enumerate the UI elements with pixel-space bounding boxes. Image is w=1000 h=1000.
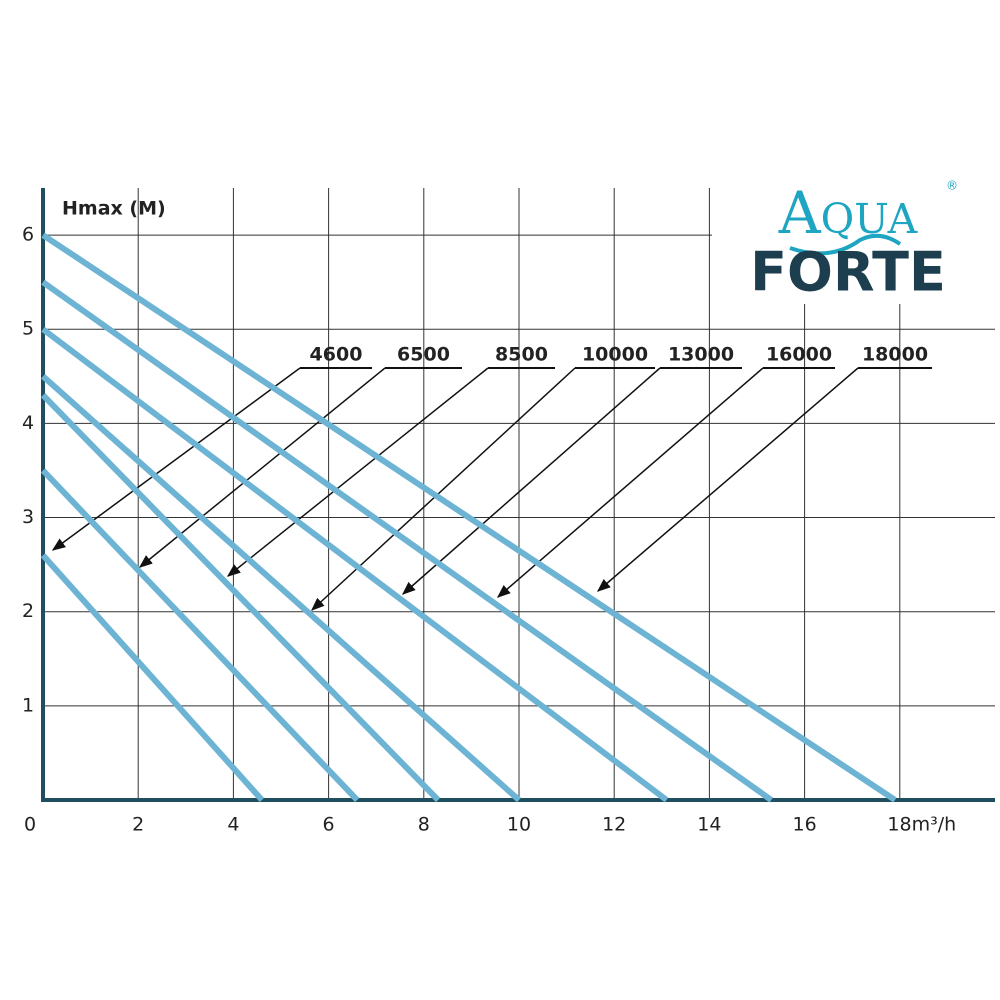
y-tick-label: 3	[22, 506, 34, 528]
x-tick-label: 6	[323, 814, 335, 836]
series-line	[40, 468, 360, 803]
label-arrow	[311, 367, 576, 611]
logo-bottom: FORTE	[750, 241, 946, 304]
legend-label: 18000	[862, 344, 928, 366]
series-line	[40, 553, 265, 803]
series-line	[41, 232, 897, 803]
legend-label: 13000	[668, 344, 734, 366]
legend-label: 6500	[397, 344, 450, 366]
x-tick-label: 8	[418, 814, 430, 836]
y-tick-label: 6	[22, 224, 34, 246]
legend-label: 8500	[495, 344, 548, 366]
label-arrow	[226, 367, 489, 577]
x-tick-label: 10	[507, 814, 531, 836]
logo-mark: ®	[946, 179, 958, 193]
x-tick-label: 0	[24, 814, 36, 836]
y-tick-label: 1	[22, 694, 34, 716]
label-arrow	[138, 367, 386, 568]
label-arrow	[401, 367, 661, 595]
y-tick-label: 2	[22, 600, 34, 622]
logo-bg	[712, 170, 1000, 304]
logo-wave	[789, 233, 902, 256]
label-arrow	[596, 367, 859, 592]
x-tick-label: 2	[132, 814, 144, 836]
label-arrow	[496, 367, 764, 598]
series-line	[41, 374, 521, 803]
y-tick-label: 5	[22, 318, 34, 340]
series-line	[40, 393, 441, 803]
label-arrow	[51, 367, 301, 551]
logo-top: Aqua	[778, 179, 919, 247]
legend-label: 4600	[310, 344, 363, 366]
x-tick-label: 18m³/h	[887, 814, 956, 836]
x-tick-label: 4	[227, 814, 239, 836]
x-tick-label: 16	[793, 814, 817, 836]
series-line	[41, 326, 669, 803]
y-tick-label: 4	[22, 412, 34, 434]
x-tick-label: 14	[697, 814, 721, 836]
x-tick-label: 12	[602, 814, 626, 836]
legend-label: 10000	[582, 344, 648, 366]
series-line	[41, 279, 774, 803]
legend-label: 16000	[766, 344, 832, 366]
y-axis-label: Hmax (M)	[62, 198, 166, 220]
